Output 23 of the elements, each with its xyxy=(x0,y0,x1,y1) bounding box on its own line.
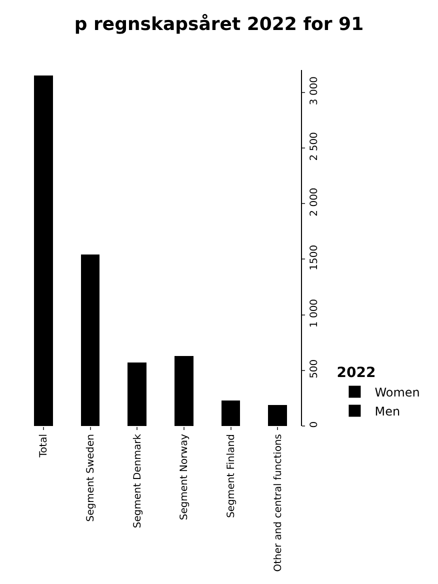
bar xyxy=(221,400,240,426)
bar xyxy=(174,356,194,426)
y-tick-label: 3 000 xyxy=(309,76,320,106)
y-tick-label: 0 xyxy=(309,421,320,428)
legend-label: Men xyxy=(374,404,400,418)
chart-title: p regnskapsåret 2022 for 91 xyxy=(74,14,364,36)
x-tick-label: Other and central functions xyxy=(272,434,284,572)
bar xyxy=(80,254,100,426)
bar xyxy=(34,76,53,426)
legend-title: 2022 xyxy=(336,365,376,382)
legend-label: Women xyxy=(374,385,420,400)
y-tick-label: 500 xyxy=(309,359,320,378)
y-tick-label: 2 000 xyxy=(309,188,320,216)
x-tick-label: Segment Finland xyxy=(226,434,237,518)
x-tick-label: Segment Denmark xyxy=(132,434,144,528)
y-tick-label: 2 500 xyxy=(309,132,320,161)
y-tick-label: 1 000 xyxy=(309,298,320,328)
x-tick-label: Total xyxy=(38,434,50,458)
bar xyxy=(128,362,146,426)
y-tick-label: 1500 xyxy=(309,244,320,270)
x-tick-label: Segment Sweden xyxy=(86,434,96,522)
x-tick-label: Segment Norway xyxy=(179,434,190,520)
bar xyxy=(268,404,287,426)
